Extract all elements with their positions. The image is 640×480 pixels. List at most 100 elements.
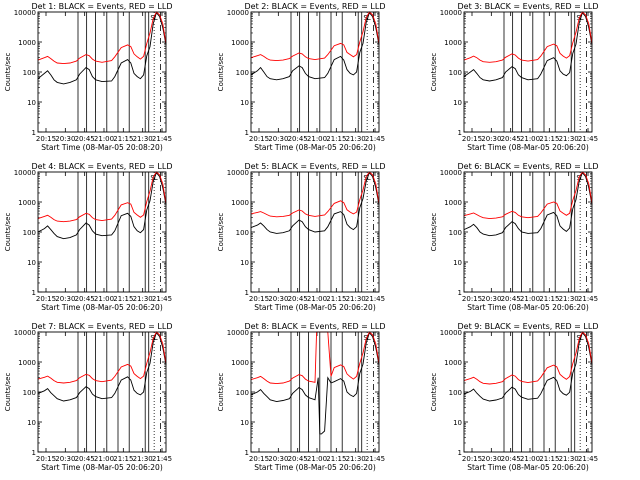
- y-tick-label: 10: [240, 259, 249, 267]
- marker-label: L: [154, 174, 158, 182]
- x-tick-label: 21:15: [113, 295, 133, 303]
- x-tick-label: 21:15: [326, 455, 346, 463]
- x-tick-label: 21:30: [133, 135, 153, 143]
- y-tick-label: 100: [236, 229, 249, 237]
- y-tick-label: 10: [27, 259, 36, 267]
- x-tick-label: 20:45: [501, 135, 521, 143]
- y-tick-label: 1000: [444, 199, 462, 207]
- y-tick-label: 1: [458, 449, 462, 457]
- panel-title: Det 3: BLACK = Events, RED = LLD: [458, 2, 599, 11]
- y-tick-label: 1: [245, 289, 249, 297]
- x-axis-label: Start Time (08-Mar-05 20:06:20): [254, 143, 376, 152]
- y-tick-label: 1: [32, 289, 36, 297]
- x-tick-label: 21:30: [133, 455, 153, 463]
- series-lld-line: [250, 11, 380, 62]
- series-events-line: [37, 11, 167, 85]
- marker-label: S: [150, 14, 155, 22]
- series-lld-line: [250, 171, 380, 218]
- x-tick-label: 21:00: [94, 455, 114, 463]
- series-lld-line: [37, 171, 167, 223]
- panel-title: Det 1: BLACK = Events, RED = LLD: [32, 2, 173, 11]
- marker-label: L: [367, 14, 371, 22]
- panel-2: Det 2: BLACK = Events, RED = LLD Counts/s…: [217, 2, 385, 152]
- x-tick-label: 20:30: [55, 455, 75, 463]
- y-axis-label: Counts/sec: [217, 53, 225, 92]
- y-tick-label: 1: [245, 129, 249, 137]
- marker-label: S: [363, 334, 368, 342]
- x-tick-label: 21:00: [307, 135, 327, 143]
- x-tick-label: 20:45: [75, 135, 95, 143]
- plot-frame: [463, 11, 593, 133]
- y-tick-label: 1000: [18, 359, 36, 367]
- panel-5: Det 5: BLACK = Events, RED = LLD Counts/s…: [217, 162, 385, 312]
- y-axis-label: Counts/sec: [217, 373, 225, 412]
- x-tick-label: 21:45: [152, 455, 172, 463]
- y-axis-label: Counts/sec: [430, 53, 438, 92]
- y-axis-label: Counts/sec: [430, 213, 438, 252]
- y-tick-label: 10: [453, 99, 462, 107]
- series-events-line: [250, 331, 380, 435]
- y-tick-label: 10000: [14, 169, 36, 177]
- x-tick-label: 21:30: [559, 295, 579, 303]
- x-tick-label: 21:45: [365, 135, 385, 143]
- panel-8: Det 8: BLACK = Events, RED = LLD Counts/s…: [217, 322, 385, 472]
- y-tick-label: 100: [449, 69, 462, 77]
- x-tick-label: 21:45: [152, 295, 172, 303]
- y-tick-label: 10000: [440, 169, 462, 177]
- y-tick-label: 10: [453, 419, 462, 427]
- y-tick-label: 10: [240, 99, 249, 107]
- plot-frame: [250, 11, 380, 133]
- series-events-line: [37, 171, 167, 240]
- x-tick-label: 21:15: [539, 295, 559, 303]
- plot-frame: [37, 171, 167, 293]
- y-tick-label: 10: [27, 419, 36, 427]
- x-tick-label: 21:00: [307, 455, 327, 463]
- panel-4: Det 4: BLACK = Events, RED = LLD Counts/s…: [4, 162, 172, 312]
- y-axis-label: Counts/sec: [217, 213, 225, 252]
- y-tick-label: 1000: [18, 199, 36, 207]
- x-tick-label: 20:45: [75, 455, 95, 463]
- x-tick-label: 21:30: [559, 455, 579, 463]
- plot-frame: [250, 171, 380, 293]
- panel-title: Det 8: BLACK = Events, RED = LLD: [245, 322, 386, 331]
- x-tick-label: 20:15: [249, 455, 269, 463]
- x-axis-label: Start Time (08-Mar-05 20:06:20): [467, 463, 589, 472]
- x-tick-label: 21:30: [559, 135, 579, 143]
- x-tick-label: 21:00: [520, 135, 540, 143]
- y-tick-label: 1: [32, 129, 36, 137]
- x-tick-label: 21:30: [346, 135, 366, 143]
- panel-title: Det 4: BLACK = Events, RED = LLD: [32, 162, 173, 171]
- x-tick-label: 21:30: [346, 295, 366, 303]
- x-tick-label: 20:15: [462, 135, 482, 143]
- y-tick-label: 1: [458, 289, 462, 297]
- series-events-line: [250, 11, 380, 81]
- x-tick-label: 20:45: [501, 455, 521, 463]
- y-axis-label: Counts/sec: [4, 373, 12, 412]
- plot-frame: [463, 331, 593, 453]
- x-tick-label: 21:45: [152, 135, 172, 143]
- x-tick-label: 21:15: [113, 135, 133, 143]
- x-tick-label: 20:30: [481, 135, 501, 143]
- y-tick-label: 100: [449, 229, 462, 237]
- y-tick-label: 100: [23, 229, 36, 237]
- y-tick-label: 10000: [227, 329, 249, 337]
- x-axis-label: Start Time (08-Mar-05 20:06:20): [254, 303, 376, 312]
- y-tick-label: 1000: [444, 359, 462, 367]
- series-events-line: [463, 171, 593, 237]
- series-lld-line: [37, 331, 167, 384]
- x-tick-label: 21:30: [346, 455, 366, 463]
- series-events-line: [463, 11, 593, 82]
- plot-frame: [250, 331, 380, 453]
- marker-label: L: [154, 334, 158, 342]
- x-tick-label: 21:45: [578, 135, 598, 143]
- x-tick-label: 20:45: [288, 295, 308, 303]
- series-events-line: [37, 331, 167, 402]
- x-tick-label: 20:30: [268, 455, 288, 463]
- panel-title: Det 6: BLACK = Events, RED = LLD: [458, 162, 599, 171]
- marker-label: L: [580, 334, 584, 342]
- panel-title: Det 9: BLACK = Events, RED = LLD: [458, 322, 599, 331]
- x-tick-label: 20:15: [462, 295, 482, 303]
- x-tick-label: 20:30: [55, 295, 75, 303]
- y-tick-label: 10000: [227, 9, 249, 17]
